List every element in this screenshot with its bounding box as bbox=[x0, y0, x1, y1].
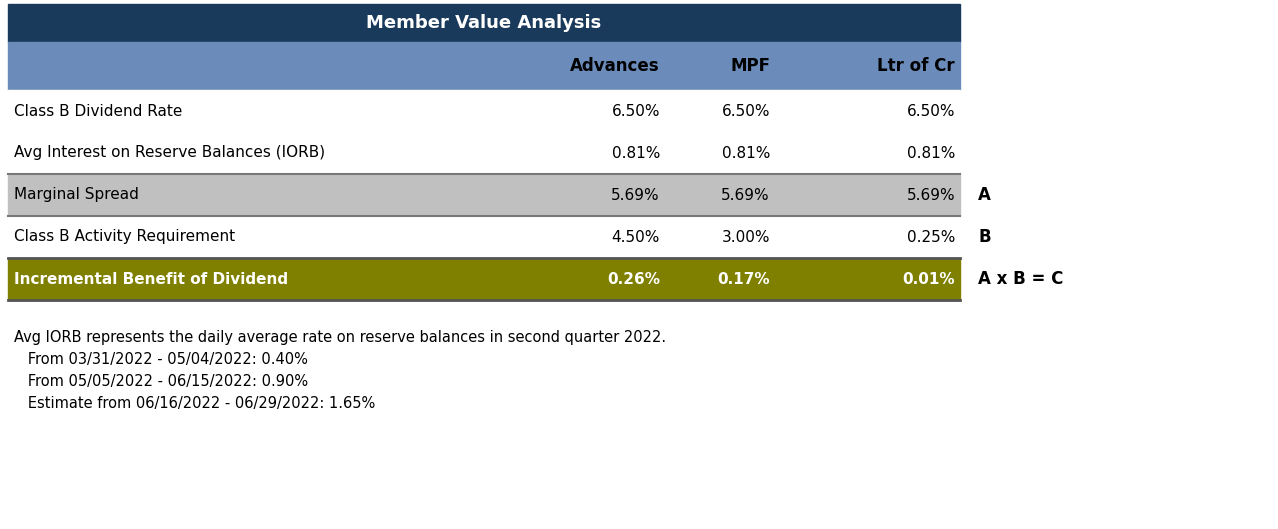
Text: 0.17%: 0.17% bbox=[717, 271, 771, 287]
Bar bbox=[8, 216, 960, 258]
Bar bbox=[8, 4, 960, 42]
Text: Class B Activity Requirement: Class B Activity Requirement bbox=[14, 230, 235, 244]
Text: 0.81%: 0.81% bbox=[906, 145, 955, 160]
Text: Avg Interest on Reserve Balances (IORB): Avg Interest on Reserve Balances (IORB) bbox=[14, 145, 325, 160]
Text: 0.81%: 0.81% bbox=[722, 145, 771, 160]
Text: Incremental Benefit of Dividend: Incremental Benefit of Dividend bbox=[14, 271, 288, 287]
Text: A x B = C: A x B = C bbox=[978, 270, 1063, 288]
Text: 4.50%: 4.50% bbox=[612, 230, 659, 244]
Text: Advances: Advances bbox=[570, 57, 659, 75]
Text: From 05/05/2022 - 06/15/2022: 0.90%: From 05/05/2022 - 06/15/2022: 0.90% bbox=[14, 374, 308, 389]
Text: 0.26%: 0.26% bbox=[607, 271, 659, 287]
Text: 5.69%: 5.69% bbox=[721, 187, 771, 203]
Text: Class B Dividend Rate: Class B Dividend Rate bbox=[14, 104, 183, 118]
Text: 6.50%: 6.50% bbox=[611, 104, 659, 118]
Text: Member Value Analysis: Member Value Analysis bbox=[367, 14, 602, 32]
Text: Estimate from 06/16/2022 - 06/29/2022: 1.65%: Estimate from 06/16/2022 - 06/29/2022: 1… bbox=[14, 396, 376, 411]
Text: 0.81%: 0.81% bbox=[612, 145, 659, 160]
Bar bbox=[8, 258, 960, 300]
Text: 0.01%: 0.01% bbox=[902, 271, 955, 287]
Text: 5.69%: 5.69% bbox=[906, 187, 955, 203]
Text: Avg IORB represents the daily average rate on reserve balances in second quarter: Avg IORB represents the daily average ra… bbox=[14, 330, 666, 345]
Bar bbox=[8, 42, 960, 90]
Bar bbox=[8, 132, 960, 174]
Text: 6.50%: 6.50% bbox=[722, 104, 771, 118]
Text: 5.69%: 5.69% bbox=[611, 187, 659, 203]
Text: 6.50%: 6.50% bbox=[906, 104, 955, 118]
Text: MPF: MPF bbox=[730, 57, 771, 75]
Bar bbox=[8, 90, 960, 132]
Text: Ltr of Cr: Ltr of Cr bbox=[878, 57, 955, 75]
Text: Marginal Spread: Marginal Spread bbox=[14, 187, 139, 203]
Text: From 03/31/2022 - 05/04/2022: 0.40%: From 03/31/2022 - 05/04/2022: 0.40% bbox=[14, 352, 308, 367]
Text: 3.00%: 3.00% bbox=[722, 230, 771, 244]
Text: 0.25%: 0.25% bbox=[906, 230, 955, 244]
Text: A: A bbox=[978, 186, 990, 204]
Text: B: B bbox=[978, 228, 990, 246]
Bar bbox=[8, 174, 960, 216]
